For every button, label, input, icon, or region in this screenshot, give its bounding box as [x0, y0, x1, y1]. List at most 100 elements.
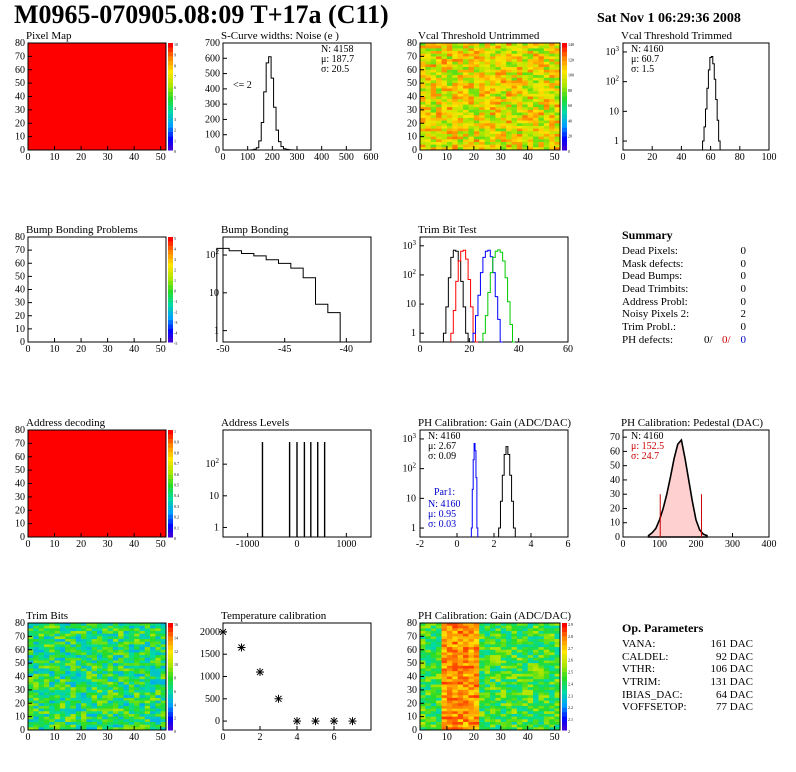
heatmap-cell: [473, 695, 480, 699]
heatmap-cell: [468, 711, 475, 715]
heatmap-cell: [97, 695, 103, 699]
heatmap-cell: [533, 681, 539, 685]
heatmap-cell: [436, 67, 442, 71]
heatmap-cell: [538, 636, 545, 640]
heatmap-cell: [468, 700, 475, 704]
heatmap-cell: [420, 700, 426, 704]
y-tick-label: 0: [20, 145, 25, 156]
heatmap-cell: [516, 69, 523, 73]
colorbar-segment: [562, 703, 567, 709]
heatmap-cell: [446, 668, 453, 672]
heatmap-cell: [468, 133, 475, 138]
heatmap-cell: [420, 649, 426, 653]
heatmap-cell: [511, 125, 518, 129]
heatmap-cell: [75, 724, 82, 728]
heatmap-cell: [54, 676, 61, 680]
colorbar-segment: [168, 123, 173, 129]
heatmap-cell: [112, 687, 119, 691]
heatmap-cell: [554, 625, 561, 629]
heatmap-cell: [420, 719, 426, 723]
colorbar-tick-label: 40: [568, 118, 572, 123]
heatmap-cell: [473, 652, 480, 656]
heatmap-cell: [479, 695, 486, 699]
heatmap-cell: [533, 107, 539, 111]
heatmap-cell: [49, 695, 55, 699]
heatmap-cell: [436, 655, 442, 659]
heatmap-cell: [516, 131, 523, 135]
heatmap-cell: [533, 673, 539, 677]
heatmap-cell: [430, 679, 437, 683]
heatmap-cell: [522, 96, 529, 100]
heatmap-cell: [490, 93, 496, 97]
heatmap-cell: [38, 703, 45, 707]
heatmap-cell: [527, 711, 534, 715]
heatmap-cell: [511, 657, 518, 661]
colorbar-tick-label: 2.9: [568, 622, 573, 627]
heatmap-cell: [463, 641, 469, 645]
heatmap-cell: [533, 665, 539, 669]
heatmap-cell: [473, 112, 480, 116]
heatmap-cell: [473, 136, 480, 140]
heatmap-cell: [457, 644, 464, 648]
summary-row-value: 0: [740, 321, 747, 334]
y-tick-label: 60: [15, 452, 25, 463]
heatmap-cell: [554, 93, 561, 97]
heatmap-cell: [155, 668, 162, 672]
heatmap-cell: [506, 673, 512, 677]
op-param-row: IBIAS_DAC: 64 DAC: [622, 689, 753, 702]
heatmap-cell: [54, 673, 61, 677]
heatmap-cell: [118, 623, 124, 627]
heatmap-cell: [425, 48, 432, 52]
heatmap-cell: [452, 43, 459, 47]
heatmap-cell: [516, 107, 523, 111]
chart-ph-gain-map: PH Calibration: Gain (ADC/DAC)2.92.82.72…: [407, 610, 573, 743]
summary-row-label: Noisy Pixels 2:: [622, 308, 690, 321]
heatmap-cell: [452, 69, 459, 73]
heatmap-cell: [38, 716, 45, 720]
heatmap-cell: [123, 660, 130, 664]
heatmap-cell: [107, 679, 114, 683]
heatmap-cell: [38, 679, 45, 683]
heatmap-cell: [484, 633, 491, 637]
heatmap-cell: [506, 125, 512, 129]
heatmap-cell: [150, 647, 156, 651]
colorbar-segment: [168, 74, 173, 80]
heatmap-cell: [490, 647, 496, 651]
heatmap-cell: [134, 636, 140, 640]
series-line: [450, 249, 478, 343]
heatmap-cell: [533, 636, 539, 640]
heatmap-cell: [81, 687, 87, 691]
heatmap-cell: [463, 64, 469, 68]
heatmap-cell: [543, 665, 550, 669]
heatmap-cell: [543, 724, 550, 728]
heatmap-cell: [527, 99, 534, 103]
heatmap-cell: [538, 657, 545, 661]
heatmap-cell: [490, 721, 496, 726]
heatmap-cell: [463, 695, 469, 699]
heatmap-cell: [452, 117, 459, 121]
colorbar-segment: [168, 434, 173, 440]
heatmap-cell: [102, 703, 109, 707]
x-tick-label: 60: [563, 344, 573, 355]
heatmap-cell: [81, 695, 87, 699]
heatmap-cell: [490, 697, 496, 701]
heatmap-cell: [543, 641, 550, 645]
heatmap-cell: [484, 141, 491, 146]
heatmap-cell: [500, 628, 507, 632]
heatmap-cell: [112, 660, 119, 664]
heatmap-cell: [452, 109, 459, 113]
heatmap-cell: [527, 88, 534, 92]
heatmap-cell: [506, 72, 512, 76]
heatmap-cell: [468, 75, 475, 79]
heatmap-cell: [452, 101, 459, 105]
heatmap-cell: [554, 631, 561, 635]
heatmap-cell: [91, 705, 98, 709]
heatmap-cell: [160, 639, 167, 643]
heatmap-cell: [522, 133, 529, 138]
x-tick-label: -45: [278, 344, 291, 355]
heatmap-cell: [468, 141, 475, 146]
heatmap-cell: [123, 655, 130, 659]
heatmap-cell: [484, 123, 491, 127]
heatmap-cell: [490, 123, 496, 127]
heatmap-cell: [102, 665, 109, 669]
